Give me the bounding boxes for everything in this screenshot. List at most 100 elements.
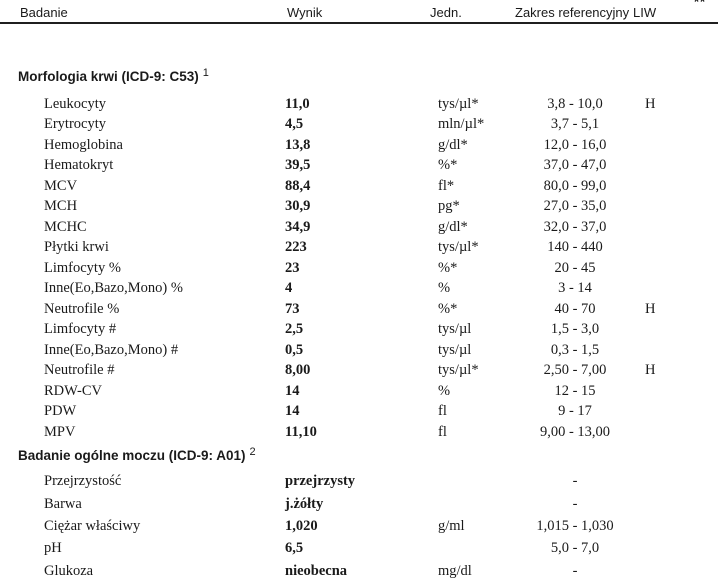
reference-range-cell: - [572,473,578,490]
result-cell: 73 [285,300,300,317]
test-name-cell: Limfocyty % [44,259,121,276]
unit-cell: fl [438,403,447,420]
test-name-cell: Inne(Eo,Bazo,Mono) # [44,341,179,358]
result-cell: 1,020 [285,517,318,534]
section-1: Badanie ogólne moczu (ICD-9: A01) 2 Przejr… [0,445,718,583]
unit-cell: tys/µl* [438,362,479,379]
unit-cell: g/dl* [438,136,468,153]
table-row: RDW-CV 14% 12 - 15 [0,381,718,402]
result-cell: 4,5 [285,116,304,133]
section-footnote-marker: 1 [202,67,209,79]
reference-range-cell: 0,3 - 1,5 [550,341,600,358]
reference-range-cell: 27,0 - 35,0 [543,198,607,215]
result-cell: 223 [285,239,307,256]
reference-range-cell: 140 - 440 [547,239,603,256]
table-row: Leukocyty 11,0 tys/µl* 3,8 - 10,0 H [0,94,718,115]
reference-range-cell: 2,50 - 7,00 [543,362,607,379]
reference-range-cell: 80,0 - 99,0 [543,177,607,194]
unit-cell: pg* [438,198,460,215]
result-cell: 4 [285,280,293,297]
reference-range-cell: 1,5 - 3,0 [550,321,600,338]
result-cell: 11,0 [285,95,310,112]
test-name-cell: PDW [44,403,77,420]
result-cell: 30,9 [285,198,311,215]
test-name-cell: Limfocyty # [44,321,117,338]
reference-range-cell: 12 - 15 [554,382,596,399]
test-name-cell: Przejrzystość [44,473,122,490]
result-cell: 2,5 [285,321,304,338]
test-name-cell: Barwa [44,495,82,512]
unit-cell: tys/µl [438,341,472,358]
column-header-liw: LIW [633,5,657,20]
unit-cell: tys/µl [438,321,472,338]
liw-footnote-marker: ** [694,0,707,9]
reference-range-cell: 40 - 70 [554,300,596,317]
section-rows: Przejrzystość przejrzysty - Barwa j.żółty - Ci… [0,471,718,583]
result-cell: 13,8 [285,136,311,153]
table-row: Neutrofile # 8,00 tys/µl* 2,50 - 7,00 H [0,361,718,382]
test-name-cell: Hematokryt [44,157,114,174]
column-header-zakres-referencyjny: Zakres referencyjny [515,5,630,20]
result-cell: 14 [285,382,300,399]
table-row: Inne(Eo,Bazo,Mono) # 0,5 tys/µl 0,3 - 1,5 [0,340,718,361]
table-row: Limfocyty # 2,5 tys/µl 1,5 - 3,0 [0,320,718,341]
reference-range-cell: 3,8 - 10,0 [547,95,603,112]
section-rows: Leukocyty 11,0 tys/µl* 3,8 - 10,0 H Erytrocyt… [0,94,718,443]
result-cell: 8,00 [285,362,311,379]
test-name-cell: MCV [44,177,78,194]
table-row: Hematokryt 39,5 %* 37,0 - 47,0 [0,156,718,177]
column-header-jedn: Jedn. [430,5,462,20]
reference-range-cell: 20 - 45 [554,259,596,276]
table-row: PDW 14 fl 9 - 17 [0,402,718,423]
result-cell: 14 [285,403,300,420]
result-cell: przejrzysty [285,473,356,490]
reference-range-cell: 12,0 - 16,0 [543,136,607,153]
unit-cell: tys/µl* [438,239,479,256]
section-title: Morfologia krwi (ICD-9: C53) 1 [0,66,718,88]
result-cell: j.żółty [285,495,324,512]
results-table: Morfologia krwi (ICD-9: C53) 1 Leukocyty 11… [0,66,718,582]
unit-cell: mln/µl* [438,116,485,133]
unit-cell: g/ml [438,517,465,534]
section-0: Morfologia krwi (ICD-9: C53) 1 Leukocyty 11… [0,66,718,443]
unit-cell: %* [438,259,458,276]
reference-range-cell: - [572,562,578,579]
reference-range-cell: 3,7 - 5,1 [550,116,600,133]
result-cell: 11,10 [285,423,317,440]
table-row: Erytrocyty 4,5 mln/µl* 3,7 - 5,1 [0,115,718,136]
result-cell: 39,5 [285,157,311,174]
reference-range-cell: 3 - 14 [558,280,592,297]
flag-cell: H [645,95,656,112]
table-row: pH 6,5 5,0 - 7,0 [0,538,718,560]
test-name-cell: Neutrofile # [44,362,115,379]
unit-cell: % [438,382,451,399]
table-header: Badanie Wynik Jedn. Zakres referencyjny … [0,0,718,24]
test-name-cell: Glukoza [44,562,94,579]
reference-range-cell: 5,0 - 7,0 [550,540,600,557]
reference-range-cell: 32,0 - 37,0 [543,218,607,235]
unit-cell: tys/µl* [438,95,479,112]
result-cell: 0,5 [285,341,304,358]
unit-cell: mg/dl [438,562,472,579]
test-name-cell: Leukocyty [44,95,107,112]
test-name-cell: Hemoglobina [44,136,123,153]
unit-cell: %* [438,157,458,174]
unit-cell: fl [438,423,447,440]
result-cell: 6,5 [285,540,304,557]
flag-cell: H [645,300,656,317]
reference-range-cell: 9,00 - 13,00 [539,423,611,440]
result-cell: 34,9 [285,218,311,235]
result-cell: 23 [285,259,300,276]
table-row: Inne(Eo,Bazo,Mono) % 4% 3 - 14 [0,279,718,300]
column-header-badanie: Badanie [20,5,68,20]
table-row: Hemoglobina 13,8 g/dl* 12,0 - 16,0 [0,135,718,156]
table-row: MCV 88,4 fl* 80,0 - 99,0 [0,176,718,197]
table-row: Płytki krwi 223 tys/µl* 140 - 440 [0,238,718,259]
table-row: Limfocyty % 23 %* 20 - 45 [0,258,718,279]
table-row: Ciężar właściwy 1,020 g/ml 1,015 - 1,030 [0,515,718,537]
unit-cell: % [438,280,451,297]
test-name-cell: MPV [44,423,76,440]
table-row: Neutrofile % 73 %* 40 - 70 H [0,299,718,320]
test-name-cell: Ciężar właściwy [44,517,141,534]
unit-cell: g/dl* [438,218,468,235]
